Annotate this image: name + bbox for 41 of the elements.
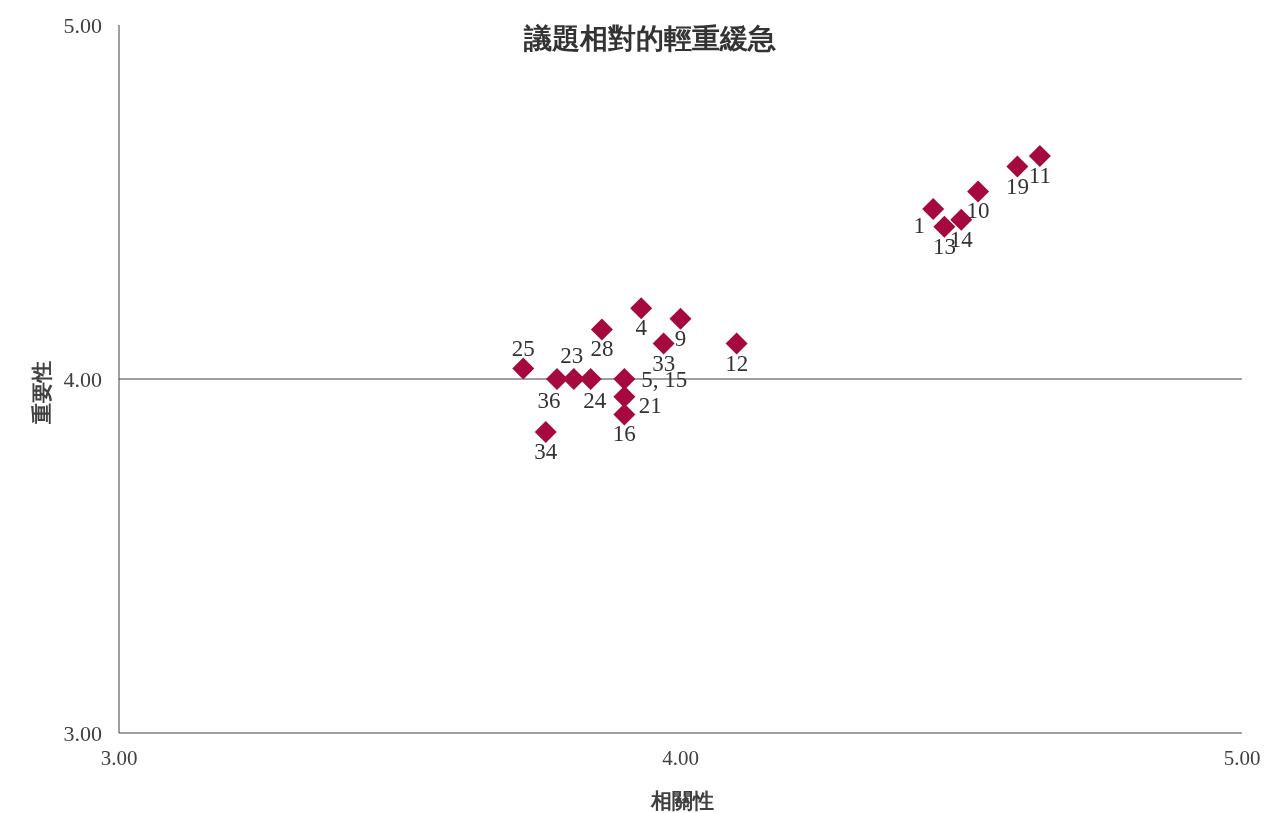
point bbox=[590, 318, 613, 341]
point bbox=[1028, 144, 1051, 167]
point bbox=[725, 332, 748, 355]
annotation: 25 bbox=[511, 336, 535, 362]
point bbox=[579, 368, 602, 390]
point bbox=[512, 357, 535, 380]
point bbox=[545, 368, 568, 390]
y-tick-label: 4.00 bbox=[63, 367, 102, 392]
point bbox=[534, 421, 557, 444]
annotation: 12 bbox=[725, 350, 749, 376]
annotation: 28 bbox=[590, 336, 614, 362]
annotation: 23 bbox=[560, 343, 584, 368]
point bbox=[669, 307, 692, 330]
point bbox=[562, 368, 585, 390]
x-tick-label: 5.00 bbox=[1223, 746, 1261, 770]
x-tick-label: 4.00 bbox=[662, 746, 699, 770]
annotation: 36 bbox=[537, 388, 561, 413]
point bbox=[1006, 155, 1029, 178]
x-tick-label: 3.00 bbox=[100, 746, 138, 770]
y-axis-title: 重要性 bbox=[30, 360, 54, 425]
annotation: 16 bbox=[612, 421, 636, 447]
point bbox=[652, 332, 675, 355]
point bbox=[630, 297, 653, 320]
point bbox=[613, 403, 636, 426]
annotation: 9 bbox=[674, 325, 687, 351]
annotation: 24 bbox=[583, 388, 607, 413]
annotation: 10 bbox=[966, 198, 990, 224]
y-tick-label: 5.00 bbox=[63, 13, 102, 38]
point bbox=[922, 198, 945, 221]
annotation: 19 bbox=[1005, 173, 1029, 199]
annotation: 11 bbox=[1028, 162, 1051, 188]
chart-title: 議題相對的輕重緩急 bbox=[523, 22, 776, 55]
point bbox=[967, 180, 990, 203]
point bbox=[613, 368, 636, 390]
annotation: 21 bbox=[638, 392, 662, 418]
annotation: 4 bbox=[635, 315, 648, 341]
annotation: 34 bbox=[534, 439, 558, 465]
y-tick-label: 3.00 bbox=[63, 721, 102, 746]
point bbox=[613, 385, 636, 408]
annotation: 1 bbox=[913, 213, 925, 239]
x-axis-title: 相關性 bbox=[650, 789, 714, 813]
